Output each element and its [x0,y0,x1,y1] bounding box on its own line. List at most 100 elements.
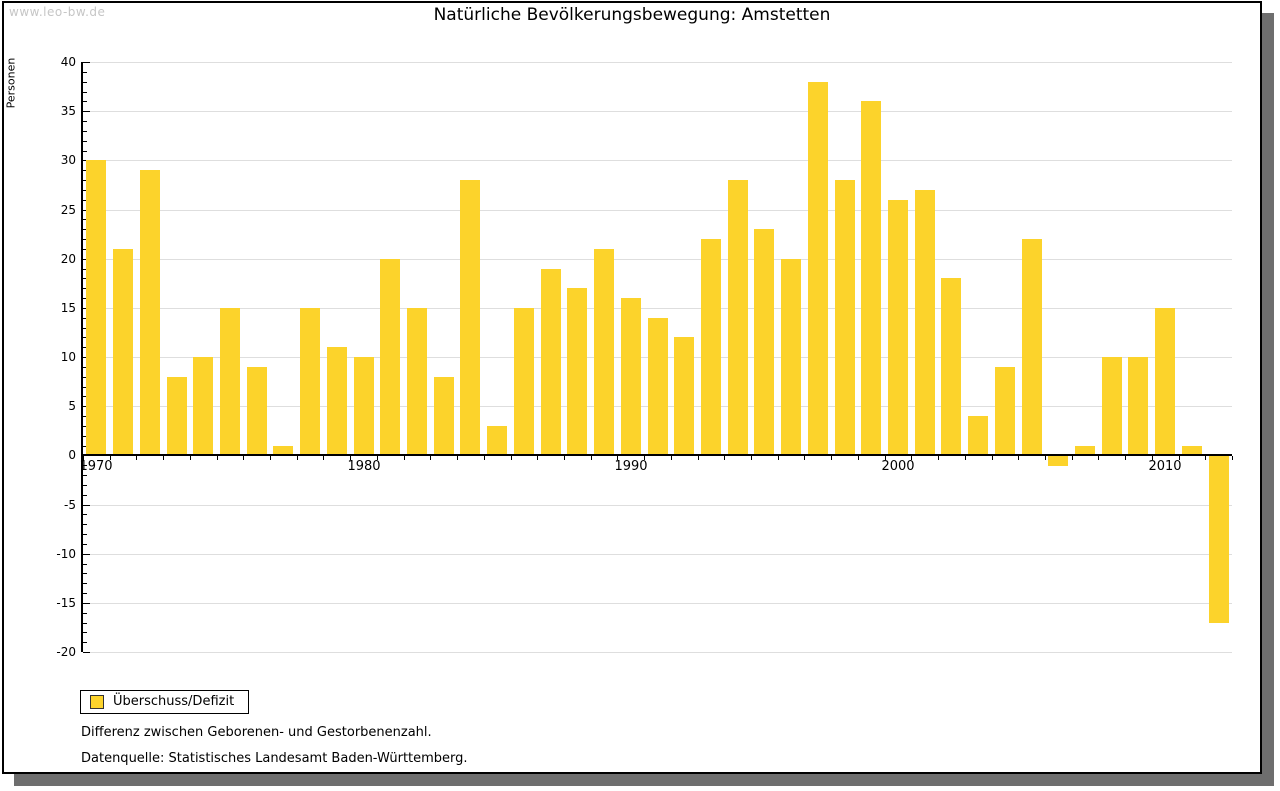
bar-2006 [1048,456,1068,466]
y-minor-tick [83,367,87,368]
y-major-tick [83,603,90,604]
y-minor-tick [83,426,87,427]
x-tick [778,456,779,460]
bar-2000 [888,200,908,454]
gridline--5 [83,505,1232,506]
y-minor-tick [83,278,87,279]
y-minor-tick [83,465,87,466]
y-minor-tick [83,564,87,565]
x-tick [858,456,859,460]
y-minor-tick [83,436,87,437]
x-tick [564,456,565,460]
x-tick [831,456,832,460]
gridline--20 [83,652,1232,653]
bar-1977 [273,446,293,454]
y-minor-tick [83,495,87,496]
x-tick [938,456,939,460]
x-tick [965,456,966,460]
y-minor-tick [83,593,87,594]
x-tick [323,456,324,460]
note-definition: Differenz zwischen Geborenen- und Gestor… [81,725,432,740]
y-minor-tick [83,101,87,102]
legend: Überschuss/Defizit [80,690,250,714]
x-tick [1045,456,1046,460]
x-tick-label-1980: 1980 [347,459,381,474]
y-major-tick [83,505,90,506]
gridline-30 [83,160,1232,161]
x-axis-line [83,454,1232,456]
bar-1994 [728,180,748,454]
x-tick [617,456,618,460]
x-tick [1098,456,1099,460]
bar-1998 [835,180,855,454]
x-tick [992,456,993,460]
watermark: www.leo-bw.de [9,5,106,19]
y-minor-tick [83,347,87,348]
x-tick [751,456,752,460]
y-minor-tick [83,544,87,545]
y-minor-tick [83,632,87,633]
y-tick-label--20: -20 [56,645,76,659]
bar-2003 [968,416,988,454]
y-minor-tick [83,642,87,643]
x-tick [404,456,405,460]
y-tick-label--10: -10 [56,547,76,561]
x-tick [804,456,805,460]
x-tick [911,456,912,460]
bar-1986 [514,308,534,454]
y-tick-label-25: 25 [60,203,76,217]
y-minor-tick [83,219,87,220]
y-tick-label-30: 30 [60,153,76,167]
legend-label: Überschuss/Defizit [113,694,235,709]
y-minor-tick [83,151,87,152]
gridline-40 [83,62,1232,63]
y-minor-tick [83,573,87,574]
bar-1971 [113,249,133,454]
x-tick [484,456,485,460]
x-tick [724,456,725,460]
x-tick [243,456,244,460]
plot-area: 40 35 30 25 20 15 10 5 0 -5 -10 -15 -20 1970 1980 1990 2… [56,55,1233,659]
gridline-20 [83,259,1232,260]
x-tick [671,456,672,460]
x-tick [297,456,298,460]
x-tick [457,456,458,460]
x-tick [698,456,699,460]
y-tick-label-0: 0 [68,448,76,462]
bar-2009 [1128,357,1148,454]
x-tick [136,456,137,460]
y-minor-tick [83,524,87,525]
y-axis-title: Personen [4,57,18,109]
bar-1984 [460,180,480,454]
bar-1983 [434,377,454,454]
bar-1973 [167,377,187,454]
bar-1980 [354,357,374,454]
x-tick [537,456,538,460]
y-minor-tick [83,121,87,122]
gridline-15 [83,308,1232,309]
y-major-tick [83,554,90,555]
y-minor-tick [83,396,87,397]
y-minor-tick [83,613,87,614]
y-minor-tick [83,416,87,417]
bar-1991 [648,318,668,454]
bar-1990 [621,298,641,454]
y-minor-tick [83,298,87,299]
y-minor-tick [83,200,87,201]
y-minor-tick [83,72,87,73]
bar-1982 [407,308,427,454]
bar-2008 [1102,357,1122,454]
y-minor-tick [83,180,87,181]
bar-2001 [915,190,935,454]
y-tick-label-40: 40 [60,55,76,69]
x-tick [885,456,886,460]
note-source: Datenquelle: Statistisches Landesamt Bad… [81,751,468,766]
gridline--10 [83,554,1232,555]
x-tick [217,456,218,460]
bar-1978 [300,308,320,454]
y-minor-tick [83,288,87,289]
bar-1997 [808,82,828,454]
bar-2005 [1022,239,1042,454]
y-minor-tick [83,328,87,329]
bar-1970 [86,160,106,454]
